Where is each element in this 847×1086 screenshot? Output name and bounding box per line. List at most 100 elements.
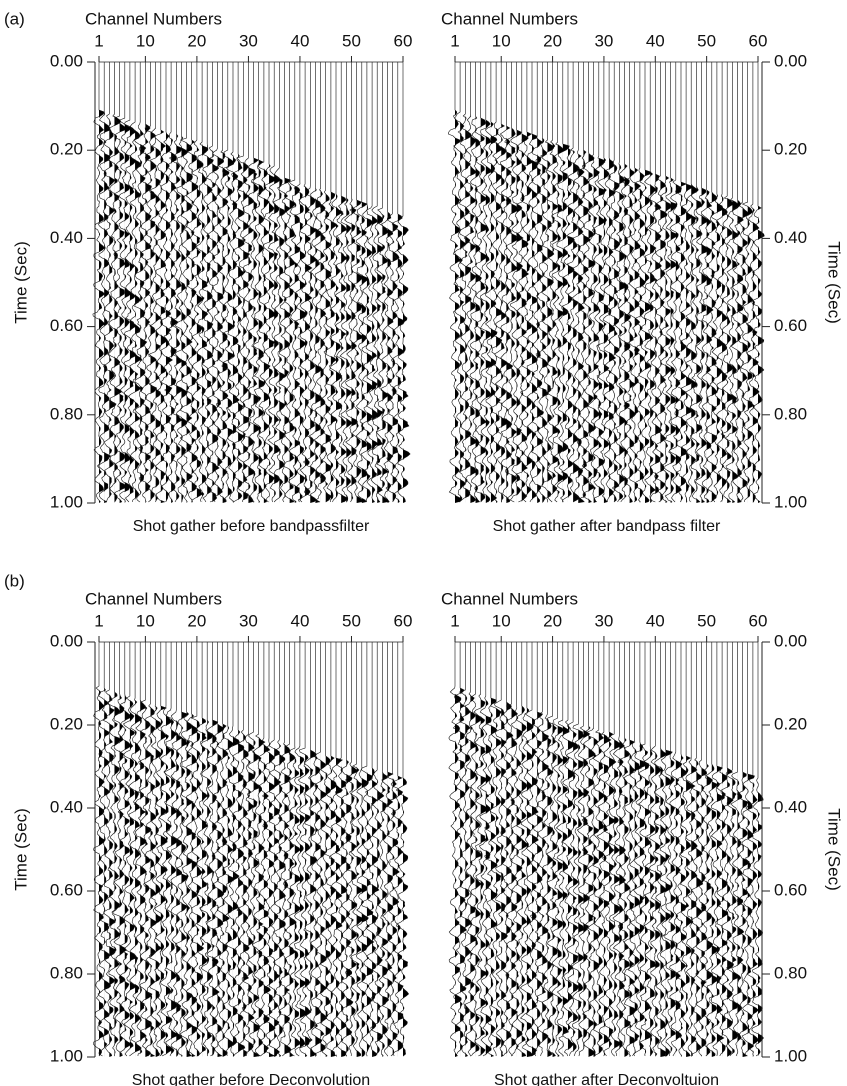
x-tick-label: 40: [646, 611, 665, 630]
trace: [288, 642, 302, 1057]
trace-fill: [675, 62, 682, 503]
trace-fill: [547, 62, 554, 503]
trace-fill: [680, 62, 687, 503]
trace-fill: [588, 62, 596, 503]
trace: [225, 642, 240, 1057]
x-tick-label: 40: [290, 611, 309, 630]
trace: [695, 642, 708, 1057]
trace: [190, 642, 205, 1057]
trace: [515, 62, 530, 503]
trace: [611, 62, 626, 503]
x-tick-label: 1: [94, 31, 103, 50]
trace: [494, 62, 509, 503]
y-tick-label: 0.80: [50, 963, 83, 982]
trace: [458, 62, 473, 503]
trace: [659, 62, 672, 503]
trace-fill: [645, 62, 652, 503]
trace: [278, 642, 292, 1057]
trace-fill: [135, 642, 142, 1057]
trace: [386, 642, 400, 1057]
trace: [643, 62, 657, 503]
trace: [653, 642, 668, 1057]
trace-fill: [403, 62, 411, 503]
trace-fill: [165, 62, 173, 503]
x-tick-label: 20: [543, 611, 562, 630]
trace: [92, 62, 106, 503]
trace: [199, 642, 214, 1057]
trace-fill: [547, 642, 554, 1057]
trace: [272, 62, 286, 503]
trace: [720, 62, 735, 503]
trace: [102, 642, 116, 1057]
trace-fill: [305, 62, 312, 503]
trace-fill: [578, 642, 584, 1057]
trace: [323, 62, 338, 503]
trace-fill: [119, 642, 127, 1057]
trace-fill: [732, 642, 738, 1057]
trace-fill: [696, 62, 702, 503]
trace-fill: [253, 642, 261, 1057]
trace: [679, 642, 694, 1057]
trace: [360, 642, 375, 1057]
trace: [138, 62, 152, 503]
trace-fill: [227, 62, 234, 503]
trace: [170, 642, 183, 1057]
trace-fill: [248, 642, 255, 1057]
trace-fill: [366, 62, 373, 503]
trace: [592, 62, 606, 503]
trace-fill: [480, 642, 488, 1057]
trace-fill: [397, 642, 404, 1057]
y-tick-label: 0.40: [774, 797, 807, 816]
trace-fill: [460, 642, 467, 1057]
trace-fill: [387, 62, 394, 503]
trace-fill: [222, 62, 230, 503]
trace-fill: [480, 62, 487, 503]
trace-fill: [202, 62, 208, 503]
trace-fill: [124, 62, 132, 503]
trace: [541, 642, 554, 1057]
trace: [612, 642, 627, 1057]
trace-fill: [552, 642, 558, 1057]
trace-fill: [603, 62, 610, 503]
trace: [160, 62, 173, 503]
trace: [370, 62, 384, 503]
trace: [453, 62, 467, 503]
trace-fill: [155, 642, 163, 1057]
y-tick-label: 0.60: [774, 316, 807, 335]
trace: [267, 62, 281, 503]
x-tick-label: 20: [187, 31, 206, 50]
x-axis-label: Channel Numbers: [441, 589, 578, 608]
x-tick-label: 10: [136, 611, 155, 630]
trace-fill: [325, 642, 332, 1057]
trace: [478, 642, 492, 1057]
trace: [469, 62, 482, 503]
trace: [638, 642, 653, 1057]
trace-fill: [129, 642, 136, 1057]
trace-fill: [397, 62, 405, 503]
x-tick-label: 10: [492, 31, 511, 50]
trace: [669, 642, 683, 1057]
trace: [463, 642, 478, 1057]
trace-fill: [501, 642, 508, 1057]
trace-fill: [341, 62, 348, 503]
trace: [551, 642, 564, 1057]
trace: [221, 62, 235, 503]
caption: Shot gather after Deconvoltuion: [494, 1072, 719, 1086]
y-tick-label: 0.00: [50, 631, 83, 650]
trace: [566, 62, 581, 503]
trace-fill: [557, 642, 564, 1057]
trace: [724, 62, 740, 503]
trace-fill: [722, 62, 728, 503]
trace: [195, 642, 209, 1057]
trace-fill: [711, 642, 719, 1057]
trace: [288, 62, 301, 503]
trace-fill: [511, 642, 518, 1057]
trace-fill: [330, 642, 337, 1057]
x-tick-label: 60: [394, 31, 413, 50]
trace: [107, 642, 121, 1057]
trace-fill: [516, 62, 524, 503]
x-axis-label: Channel Numbers: [85, 589, 222, 608]
y-tick-label: 1.00: [774, 1046, 807, 1065]
trace: [113, 62, 127, 503]
